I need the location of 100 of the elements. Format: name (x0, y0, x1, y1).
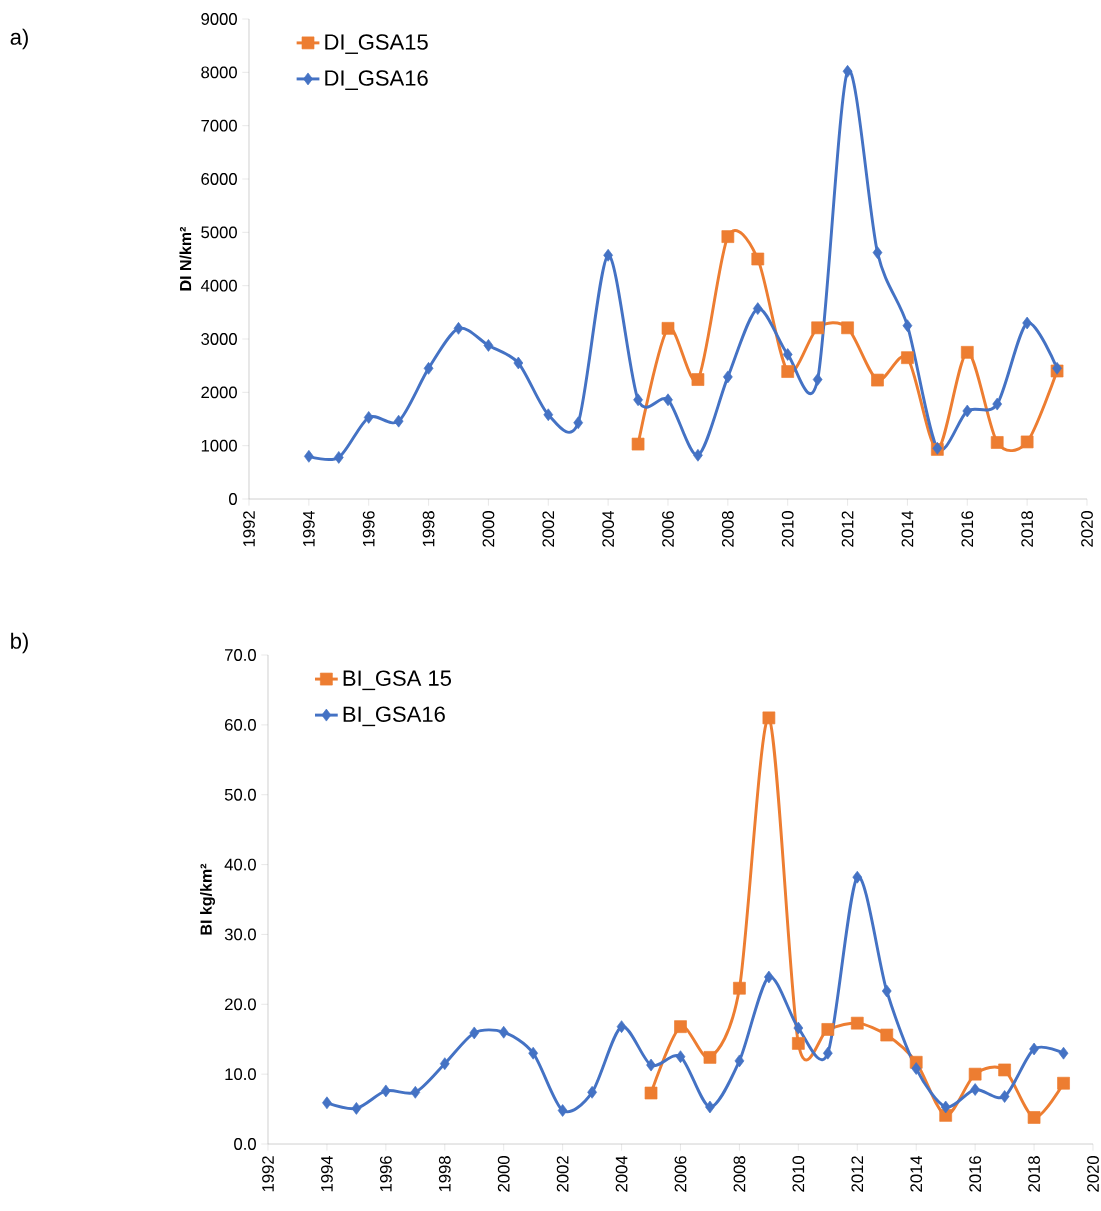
y-axis-title: DI N/km² (179, 226, 192, 291)
y-tick-label: 30.0 (224, 928, 256, 941)
y-axis-title: BI kg/km² (200, 863, 216, 935)
point (304, 450, 314, 463)
x-tick-label: 1992 (243, 511, 255, 547)
point (822, 1046, 833, 1060)
x-tick-label: 2004 (615, 1155, 628, 1192)
point (469, 1026, 480, 1040)
x-tick-label: 2018 (1021, 511, 1034, 547)
point (1027, 1111, 1041, 1124)
point (901, 351, 914, 365)
point (960, 346, 974, 359)
x-tick-label: 1998 (422, 511, 435, 547)
point (992, 397, 1003, 411)
point (902, 319, 913, 333)
point (782, 348, 793, 361)
point (616, 1020, 627, 1033)
point (752, 302, 763, 315)
y-tick-label: 2000 (201, 386, 237, 399)
x-tick-label: 1996 (379, 1156, 392, 1192)
y-tick-label: 10.0 (225, 1068, 256, 1081)
x-tick-label: 2000 (482, 511, 495, 547)
y-tick-label: 7000 (201, 119, 237, 132)
point (968, 1067, 982, 1081)
point (880, 1028, 894, 1042)
point (940, 1100, 951, 1114)
point (674, 1020, 687, 1033)
point (962, 404, 973, 418)
text: b) (11, 632, 28, 654)
x-tick-label: 1994 (321, 1155, 333, 1192)
point (675, 1050, 686, 1064)
point (483, 339, 494, 352)
point (705, 1100, 715, 1114)
x-tick-label: 1996 (362, 511, 375, 547)
x-tick-label: 1994 (302, 510, 315, 547)
text: a) (10, 28, 28, 50)
point (998, 1063, 1011, 1077)
point (573, 416, 584, 430)
point (453, 322, 464, 335)
point (821, 1023, 835, 1036)
point (603, 248, 613, 262)
legend-label: BI_GSA 15 (343, 670, 451, 691)
point (703, 1051, 717, 1064)
y-tick-label: 6000 (201, 173, 237, 185)
point (841, 321, 854, 335)
point (661, 322, 675, 335)
y-tick-label: 20.0 (225, 998, 256, 1011)
point (410, 1085, 421, 1099)
y-tick-label: 9000 (201, 13, 237, 25)
point (811, 321, 824, 335)
point (691, 373, 705, 386)
point (393, 414, 404, 428)
x-tick-label: 2008 (721, 511, 734, 547)
point (999, 1090, 1010, 1103)
x-tick-label: 2010 (792, 1156, 805, 1192)
point (644, 1086, 658, 1100)
x-tick-label: 2002 (542, 511, 555, 547)
x-tick-label: 2016 (969, 1156, 982, 1192)
point (764, 970, 774, 984)
y-tick-label: 0 (229, 493, 237, 505)
point (381, 1084, 391, 1098)
point (812, 373, 823, 386)
point (871, 373, 884, 387)
point (322, 1096, 332, 1110)
x-tick-label: 1992 (262, 1156, 274, 1192)
x-tick-label: 2014 (910, 1155, 923, 1192)
y-tick-label: 0.0 (234, 1138, 256, 1150)
point (734, 1054, 745, 1068)
point (852, 870, 863, 884)
point (1058, 1046, 1069, 1060)
x-tick-label: 2006 (662, 511, 674, 547)
y-tick-label: 3000 (201, 333, 237, 345)
point (351, 1102, 362, 1115)
point (721, 230, 735, 243)
point (693, 448, 703, 462)
point (990, 436, 1004, 449)
point (842, 64, 853, 78)
point (970, 1083, 980, 1096)
point (1057, 1076, 1070, 1090)
point (631, 437, 645, 451)
point (792, 1037, 805, 1050)
x-tick-label: 2016 (961, 511, 974, 547)
legend-label: BI_GSA16 (343, 706, 445, 727)
point (663, 393, 673, 407)
y-tick-label: 50.0 (224, 788, 256, 801)
point (723, 370, 733, 384)
y-tick-label: 5000 (201, 226, 237, 239)
x-tick-label: 2010 (781, 511, 794, 547)
x-tick-label: 2004 (602, 510, 615, 547)
point (557, 1104, 568, 1117)
point (646, 1058, 656, 1072)
point (762, 711, 776, 725)
point (528, 1046, 539, 1060)
y-tick-label: 60.0 (225, 718, 256, 731)
point (733, 981, 746, 995)
point (872, 246, 883, 259)
point (850, 1016, 864, 1030)
point (781, 365, 795, 378)
x-tick-label: 2018 (1028, 1156, 1040, 1192)
x-tick-label: 2012 (851, 1156, 864, 1192)
